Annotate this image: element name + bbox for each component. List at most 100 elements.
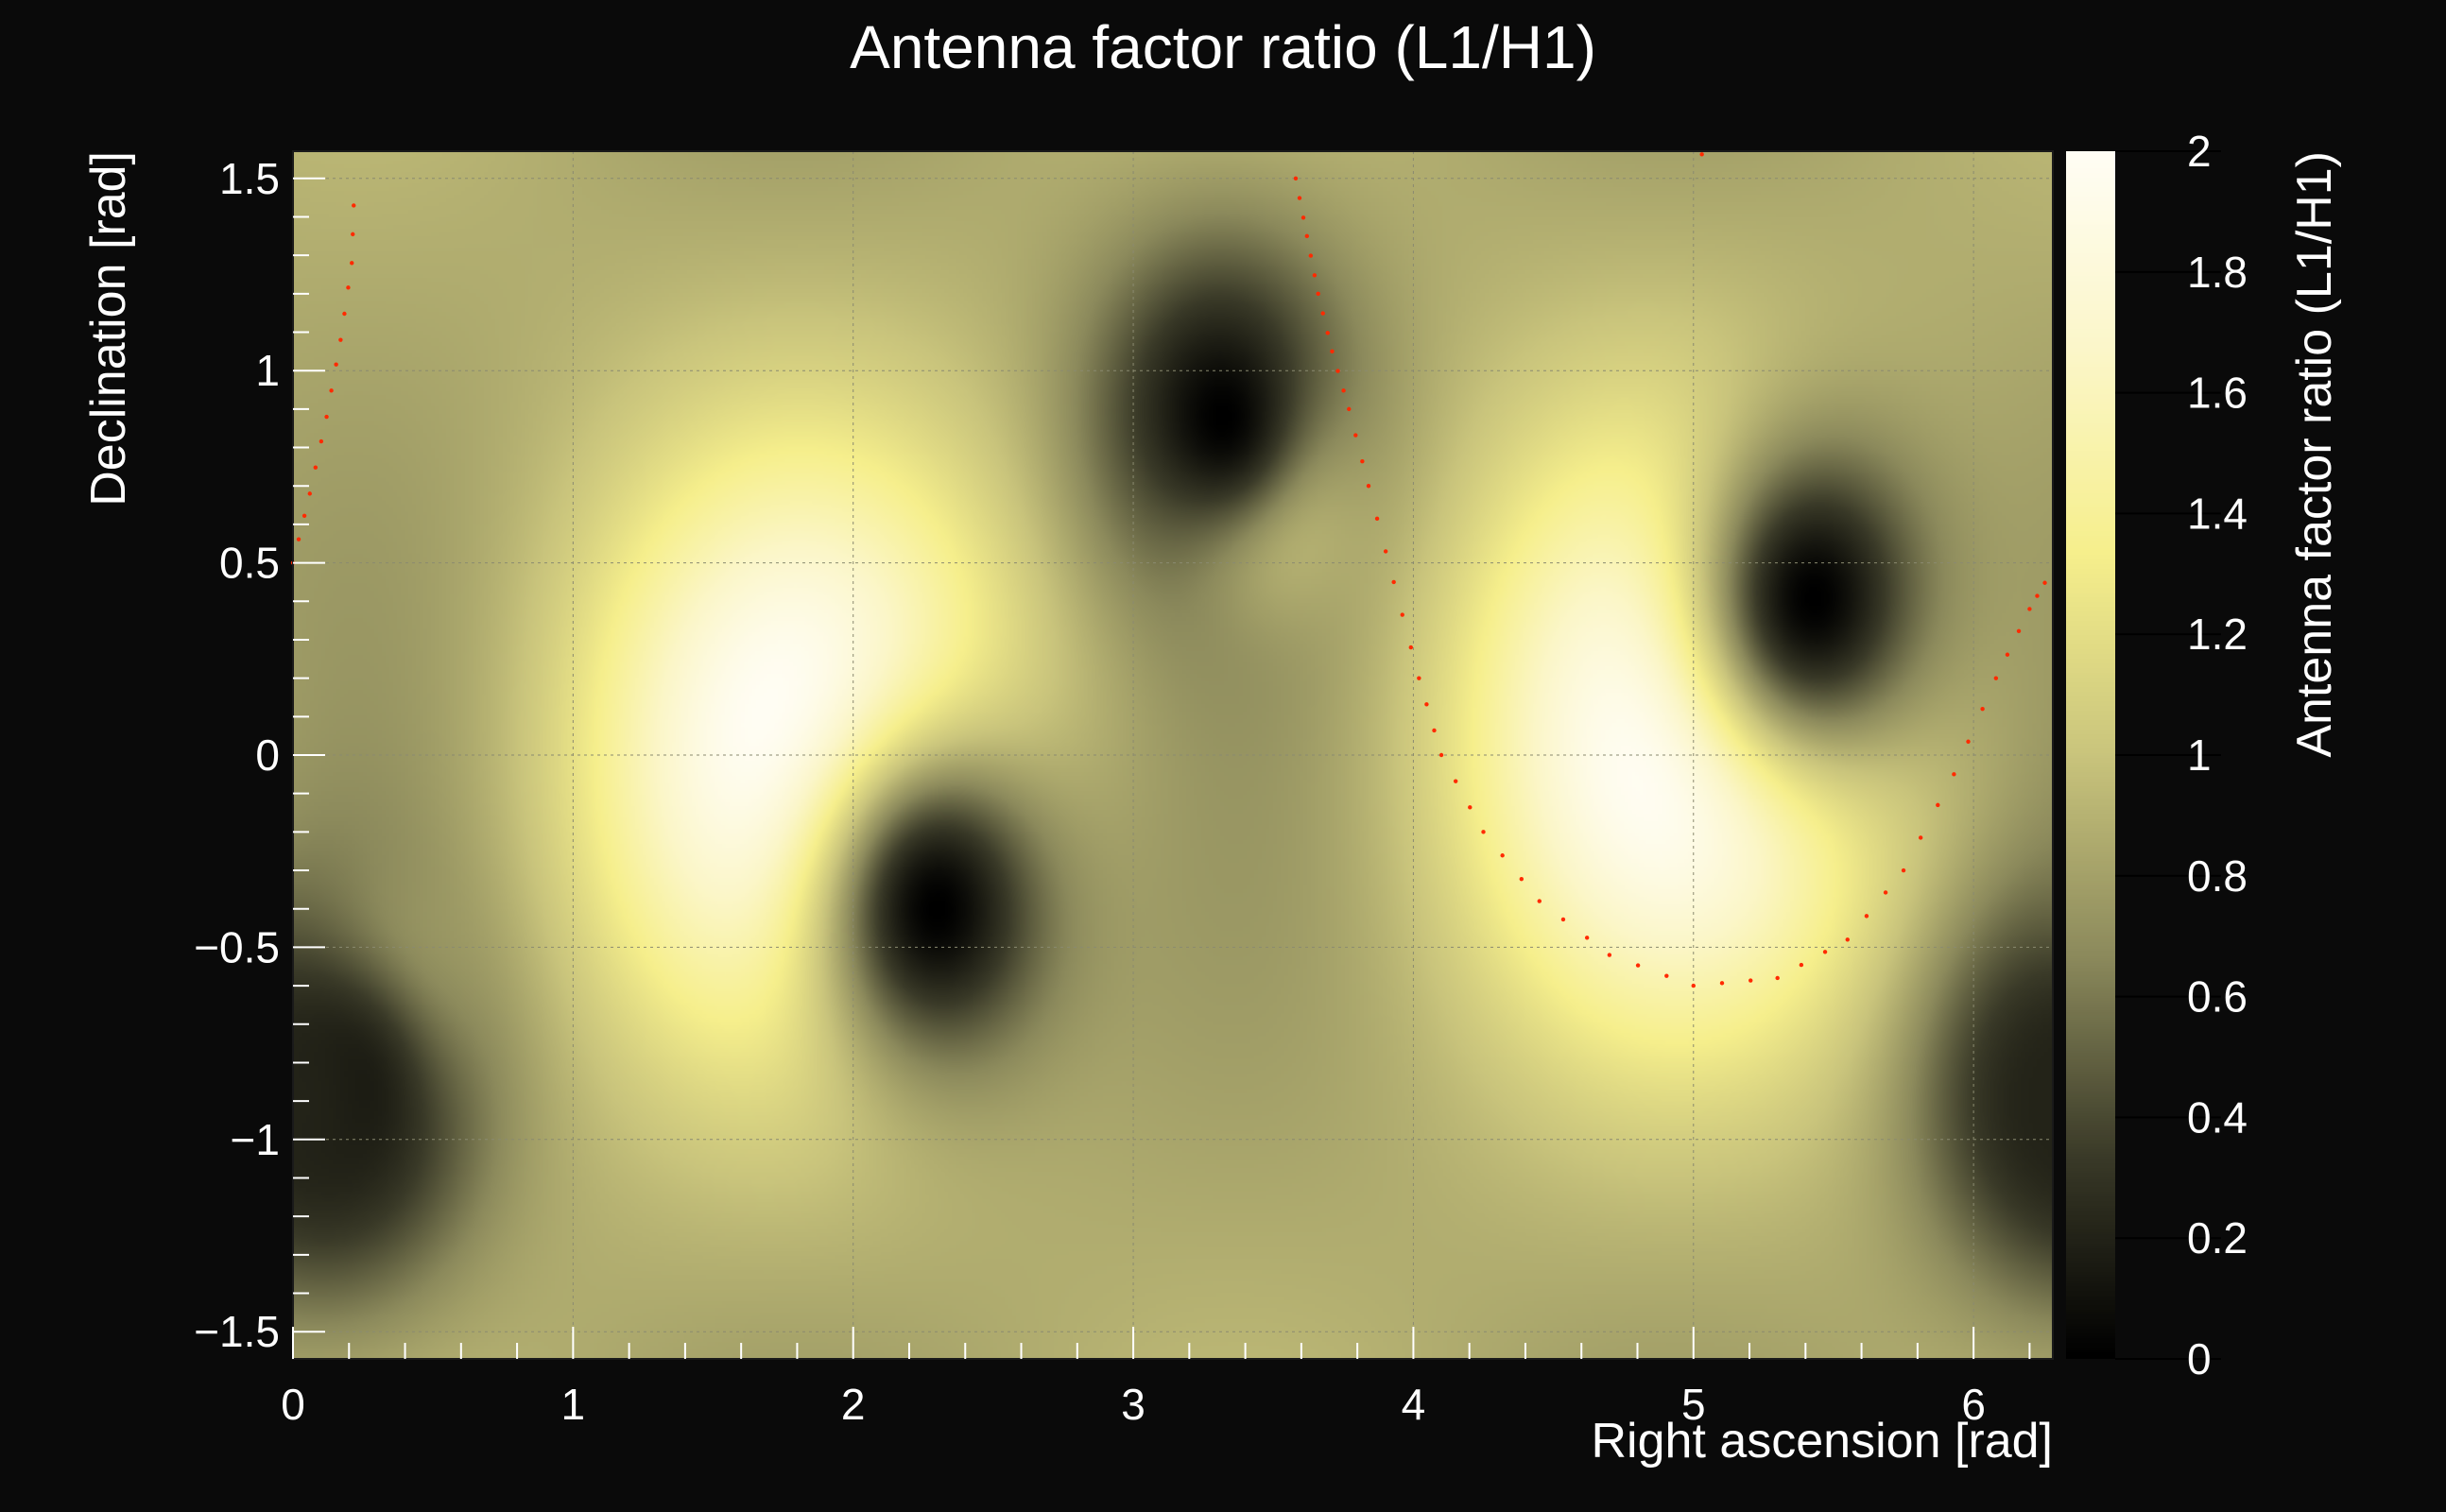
overlay-point xyxy=(1980,706,1985,712)
overlay-point xyxy=(1353,433,1358,438)
overlay-point xyxy=(1424,702,1429,707)
overlay-point xyxy=(1883,890,1888,895)
overlay-point xyxy=(1993,676,1999,680)
overlay-point xyxy=(1952,772,1956,777)
y-tick-label: −1.5 xyxy=(194,1307,280,1356)
color-bar-tick-label: 0.6 xyxy=(2187,972,2248,1022)
overlay-point xyxy=(2027,607,2032,611)
overlay-point xyxy=(1537,899,1542,903)
x-tick-label: 2 xyxy=(841,1380,866,1429)
overlay-point xyxy=(1664,973,1669,978)
overlay-point xyxy=(1293,176,1299,181)
color-bar-tick-label: 1.6 xyxy=(2187,369,2248,418)
overlay-point xyxy=(342,311,347,317)
overlay-point xyxy=(1438,752,1444,758)
overlay-point xyxy=(1432,728,1437,733)
x-tick-label: 1 xyxy=(561,1380,586,1429)
overlay-point xyxy=(1901,868,1906,873)
overlay-point xyxy=(1316,291,1320,297)
overlay-point xyxy=(1347,406,1352,412)
y-axis-title: Declination [rad] xyxy=(81,151,136,507)
overlay-point xyxy=(1481,830,1486,834)
overlay-point xyxy=(1383,549,1388,554)
overlay-point xyxy=(1936,802,1940,808)
color-bar-tick-label: 0.4 xyxy=(2187,1092,2248,1142)
overlay-point xyxy=(1308,253,1314,258)
overlay-point xyxy=(1775,975,1780,981)
grid-lines xyxy=(292,151,2053,1359)
overlay-point xyxy=(2016,628,2022,634)
overlay-point xyxy=(1584,936,1590,940)
overlay-point xyxy=(1691,983,1696,988)
overlay-point xyxy=(1918,835,1923,840)
overlay-point xyxy=(1408,644,1414,650)
overlay-point xyxy=(1799,962,1804,968)
overlay-point xyxy=(350,261,354,266)
overlay-point xyxy=(351,232,355,237)
overlay-point xyxy=(296,537,301,541)
overlay-point xyxy=(1635,963,1641,968)
overlay-point xyxy=(2005,652,2010,657)
overlay-point xyxy=(1417,676,1421,680)
y-tick-label: −1 xyxy=(231,1115,280,1164)
overlay-point xyxy=(1320,311,1325,316)
overlay-point xyxy=(1719,981,1725,986)
overlay-point xyxy=(2042,580,2047,585)
overlay-point xyxy=(1468,805,1473,810)
overlay-point xyxy=(1330,349,1335,354)
overlay-point xyxy=(1301,215,1306,220)
x-tick-label: 3 xyxy=(1121,1380,1145,1429)
overlay-point xyxy=(307,491,312,496)
overlay-point xyxy=(1822,950,1828,954)
color-bar-tick-label: 1.2 xyxy=(2187,610,2248,659)
x-tick-label: 5 xyxy=(1681,1380,1706,1429)
overlay-point xyxy=(346,285,351,290)
overlay-point xyxy=(1519,876,1524,882)
overlay-point xyxy=(1325,331,1330,335)
color-bar-gradient xyxy=(2066,151,2115,1359)
overlay-point xyxy=(1335,369,1340,373)
x-tick-label: 6 xyxy=(1961,1380,1986,1429)
overlay-point xyxy=(1297,196,1302,200)
overlay-point xyxy=(324,414,329,420)
y-tick-label: 0 xyxy=(255,730,280,780)
overlay-point xyxy=(1699,152,1704,157)
x-tick-label: 0 xyxy=(281,1380,305,1429)
overlay-point xyxy=(1366,484,1371,489)
overlay-point xyxy=(1341,388,1346,393)
overlay-point xyxy=(1748,978,1753,983)
color-bar-tick-label: 1.8 xyxy=(2187,248,2248,297)
overlay-point xyxy=(338,337,343,342)
overlay-point xyxy=(1500,853,1505,858)
color-bar-tick-label: 2 xyxy=(2187,127,2212,176)
overlay-point xyxy=(301,513,307,519)
overlay-point xyxy=(1391,579,1396,585)
color-bar-title: Antenna factor ratio (L1/H1) xyxy=(2287,151,2342,758)
color-bar-tick-label: 1 xyxy=(2187,730,2212,780)
y-tick-label: 0.5 xyxy=(219,539,280,588)
y-tick-label: −0.5 xyxy=(194,922,280,971)
overlay-point xyxy=(334,362,338,367)
overlay-point xyxy=(319,438,324,444)
x-axis-title: Right ascension [rad] xyxy=(1592,1414,2054,1469)
overlay-point xyxy=(329,388,334,393)
overlay-point xyxy=(1453,779,1458,783)
overlay-point xyxy=(1360,459,1365,464)
overlay-point xyxy=(313,465,319,470)
color-bar: 0 0.2 0.4 0.6 0.8 1 1.2 1.4 1.6 1.8 2 xyxy=(2066,127,2248,1383)
overlay-curve xyxy=(290,152,2047,988)
color-bar-tick-label: 0.2 xyxy=(2187,1213,2248,1263)
color-bar-axis: 0 0.2 0.4 0.6 0.8 1 1.2 1.4 1.6 1.8 2 xyxy=(2115,127,2248,1383)
x-axis: 0 1 2 3 4 5 6 xyxy=(281,1327,2031,1429)
y-tick-label: 1.5 xyxy=(219,154,280,203)
color-bar-tick-label: 1.4 xyxy=(2187,489,2248,538)
overlay-point xyxy=(352,203,356,208)
overlay-point xyxy=(1304,233,1310,239)
color-bar-tick-label: 0.8 xyxy=(2187,851,2248,901)
overlay-point xyxy=(2035,593,2040,598)
x-tick-label: 4 xyxy=(1402,1380,1426,1429)
y-axis: −1.5 −1 −0.5 0 0.5 1 1.5 xyxy=(194,154,325,1356)
overlay-point xyxy=(1864,914,1869,919)
overlay-point xyxy=(1374,516,1380,522)
